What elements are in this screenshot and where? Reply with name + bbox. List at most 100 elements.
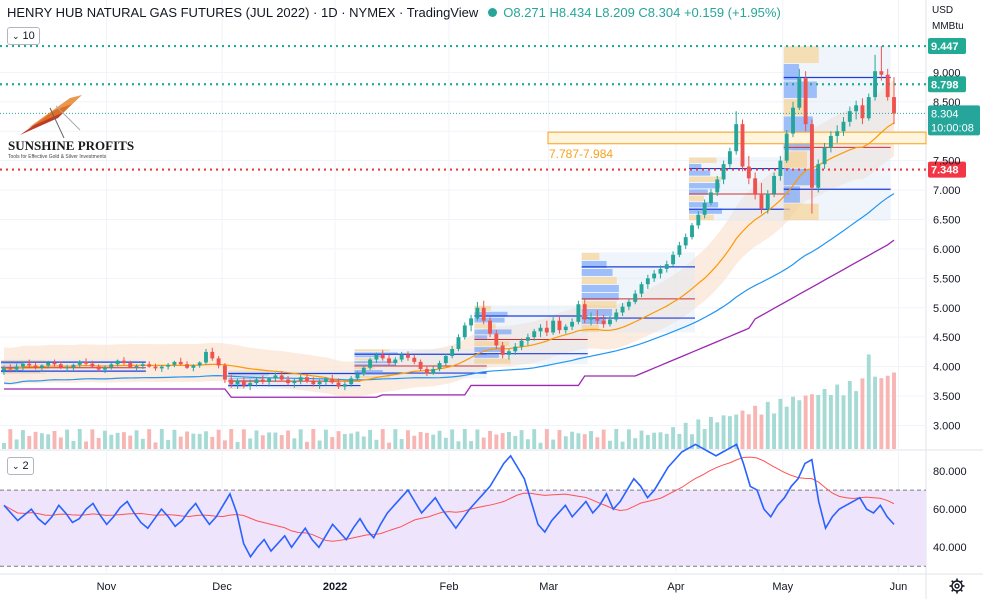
support-zone-label: 7.787-7.984 [549,147,613,161]
candle-body [765,193,770,209]
bar-countdown-label: 10:00:08 [931,122,974,134]
candle-body [20,363,25,367]
volume-bar [204,431,208,449]
volume-bar [633,438,638,449]
candle-body [424,368,429,374]
market-status-icon [488,8,498,17]
volume-profile-bar [783,116,813,133]
candle-body [46,362,51,366]
candle-body [601,320,606,325]
candle-body [475,307,480,319]
candle-body [267,378,272,382]
candle-body [204,351,208,363]
candle-body [71,364,76,368]
volume-profile-bar [1,372,46,374]
volume-bar [664,433,669,449]
gear-icon[interactable] [949,578,965,594]
candle-body [159,366,164,369]
volume-bar [626,429,631,449]
volume-profile-bar [581,276,617,284]
osc-pane-legend-toggle[interactable]: ⌄ 2 [7,457,34,475]
volume-bar [84,441,88,449]
candle-body [696,214,701,226]
price-tick-label: 7.500 [933,156,961,168]
candle-body [368,359,373,368]
rsi-tick-label: 80.000 [933,466,967,478]
volume-bar [292,438,297,449]
volume-profile-bar [228,378,264,380]
candle-body [197,362,202,366]
volume-bar [500,433,505,449]
volume-bar [241,429,246,449]
volume-profile-bar [581,260,607,268]
volume-profile-bar [228,383,253,385]
candle-body [115,360,120,365]
volume-bar [759,414,764,449]
time-tick-label: Jun [890,581,908,593]
candle-body [235,380,240,385]
candle-body [797,78,802,108]
candle-body [298,377,303,381]
candle-body [702,203,707,215]
rsi-tick-label: 60.000 [933,504,967,516]
volume-profile-bar [354,370,383,372]
volume-profile-bar [689,170,711,176]
candle-body [90,363,95,367]
volume-profile-bar [354,361,395,364]
volume-profile-bar [474,352,499,358]
candle-body [633,293,638,302]
volume-bar [847,381,852,449]
volume-profile-bar [474,358,511,364]
candle-body [153,366,158,369]
candle-body [399,354,404,360]
candle-body [121,360,126,364]
volume-bar [727,416,732,449]
price-tick-label: 4.500 [933,332,961,344]
volume-bar [462,429,467,449]
candle-body [639,284,644,294]
candle-body [608,319,612,325]
volume-bar [563,436,568,449]
volume-profile-bar [689,163,702,170]
volume-bar [27,436,32,449]
volume-bar [810,394,814,449]
volume-bar [683,422,688,449]
main-pane-legend-toggle[interactable]: ⌄ 10 [7,27,40,45]
candle-body [740,124,745,167]
volume-bar [753,405,758,449]
currency-label[interactable]: USD [932,5,954,16]
candle-body [14,366,19,370]
volume-bar [8,429,13,449]
candle-body [866,97,871,119]
volume-bar [525,439,530,449]
volume-profile-bar [581,300,617,308]
candle-body [551,320,556,333]
last-price-tag [928,105,980,136]
volume-bar [544,429,549,449]
volume-bar [450,429,455,449]
volume-bar [128,435,133,449]
candle-body [671,254,676,265]
candle-body [759,194,764,209]
candle-body [311,381,316,385]
volume-bar [210,436,215,449]
level-price-label: 9.447 [931,41,959,53]
candle-body [210,351,215,359]
volume-bar [885,375,890,449]
unit-label[interactable]: MMBtu [932,21,964,32]
candle-body [828,135,833,148]
candle-body [140,364,145,367]
volume-bar [494,434,499,449]
candle-body [279,375,284,380]
candle-body [772,175,777,194]
volume-bar [797,400,802,449]
volume-bar [488,430,492,449]
candle-body [563,326,568,331]
candle-body [860,105,865,119]
volume-bar [418,432,423,449]
price-tick-label: 6.500 [933,214,961,226]
candle-body [645,278,650,285]
candle-body [841,121,846,132]
volume-bar [860,378,865,449]
